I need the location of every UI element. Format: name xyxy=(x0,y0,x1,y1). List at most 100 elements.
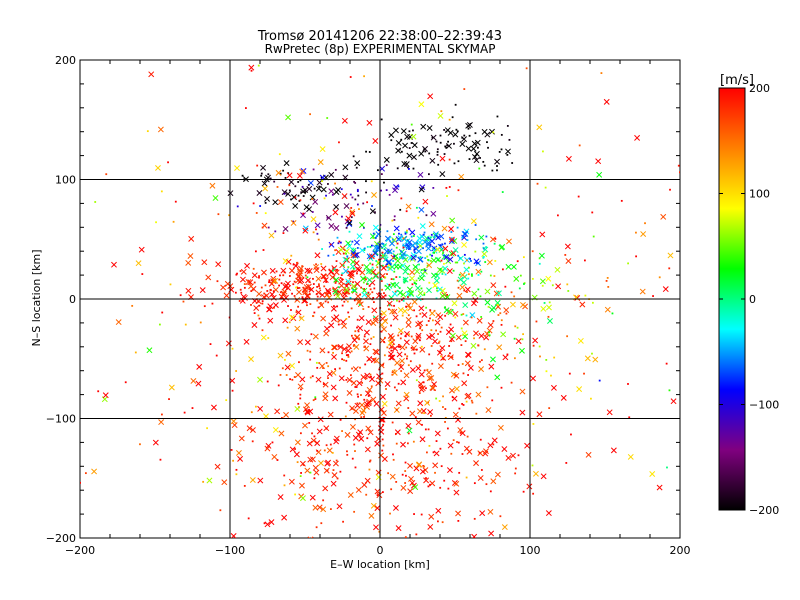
data-point xyxy=(350,252,357,259)
data-point xyxy=(422,233,425,236)
data-point xyxy=(320,186,327,193)
data-point xyxy=(138,246,145,253)
data-point xyxy=(567,290,570,292)
data-point xyxy=(426,368,429,371)
data-point xyxy=(406,254,408,257)
data-point xyxy=(388,268,391,271)
data-point xyxy=(391,219,394,222)
data-point xyxy=(267,173,270,176)
data-point xyxy=(392,250,395,253)
data-point xyxy=(354,418,357,421)
data-point xyxy=(400,128,407,135)
data-point xyxy=(299,179,302,182)
data-point xyxy=(234,165,240,172)
data-point xyxy=(277,199,284,205)
data-point xyxy=(185,259,192,266)
data-point xyxy=(499,312,502,315)
data-point xyxy=(296,289,302,296)
data-point xyxy=(312,333,319,340)
data-point xyxy=(215,261,222,268)
data-point xyxy=(356,203,359,206)
data-point xyxy=(187,253,194,260)
data-point xyxy=(437,363,444,370)
data-point xyxy=(350,207,353,209)
data-point xyxy=(245,107,247,109)
data-point xyxy=(407,432,410,435)
data-point xyxy=(309,494,316,501)
data-point xyxy=(293,295,296,297)
data-point xyxy=(369,233,376,240)
data-point xyxy=(482,242,485,245)
data-point xyxy=(393,127,399,134)
data-point xyxy=(371,277,374,280)
data-point xyxy=(292,263,295,266)
data-point xyxy=(307,271,310,274)
data-point xyxy=(285,114,292,121)
data-point xyxy=(382,243,385,245)
data-point xyxy=(290,254,293,257)
data-point xyxy=(400,379,407,386)
data-point xyxy=(435,256,441,263)
data-point xyxy=(459,141,466,147)
data-point xyxy=(456,292,463,299)
data-point xyxy=(485,246,487,248)
data-point xyxy=(476,317,483,324)
data-point xyxy=(627,453,634,460)
data-point xyxy=(319,302,322,304)
data-point xyxy=(545,370,548,373)
data-point xyxy=(402,257,404,260)
data-point xyxy=(240,268,247,275)
data-point xyxy=(369,343,372,346)
data-point xyxy=(565,155,572,162)
data-point xyxy=(396,351,403,358)
data-point xyxy=(379,393,386,400)
data-point xyxy=(410,123,413,126)
data-point xyxy=(457,427,464,433)
data-point xyxy=(288,314,295,321)
data-point xyxy=(322,499,325,502)
data-point xyxy=(298,361,300,364)
data-point xyxy=(348,315,351,318)
data-point xyxy=(214,463,221,470)
data-point xyxy=(389,251,392,254)
data-point xyxy=(335,459,338,462)
data-point xyxy=(285,374,288,376)
data-point xyxy=(379,278,382,281)
data-point xyxy=(309,350,312,353)
data-point xyxy=(591,301,594,304)
data-point xyxy=(310,437,317,444)
data-point xyxy=(363,345,370,352)
data-point xyxy=(179,36,181,38)
data-point xyxy=(196,363,203,370)
data-point xyxy=(399,337,402,340)
data-point xyxy=(385,164,388,167)
data-point xyxy=(471,273,473,276)
data-point xyxy=(160,190,163,193)
data-point xyxy=(540,473,547,480)
data-point xyxy=(677,164,680,167)
data-point xyxy=(344,415,347,418)
data-point xyxy=(353,260,360,267)
data-point xyxy=(402,142,409,149)
data-point xyxy=(365,268,372,275)
data-point xyxy=(360,416,363,419)
data-point xyxy=(397,327,404,334)
data-point xyxy=(338,246,344,253)
data-point xyxy=(544,186,547,189)
data-point xyxy=(404,353,407,356)
data-point xyxy=(277,352,284,359)
data-point xyxy=(359,366,361,369)
data-point xyxy=(402,299,405,302)
data-point xyxy=(334,282,337,284)
data-point xyxy=(417,277,420,280)
data-point xyxy=(363,398,366,401)
data-point xyxy=(519,301,526,308)
data-point xyxy=(388,283,391,286)
data-point xyxy=(274,408,281,415)
data-point xyxy=(373,357,380,364)
data-point xyxy=(352,281,354,284)
data-point xyxy=(349,76,352,78)
data-point xyxy=(243,484,246,487)
data-point xyxy=(353,270,356,273)
data-point xyxy=(408,147,411,149)
